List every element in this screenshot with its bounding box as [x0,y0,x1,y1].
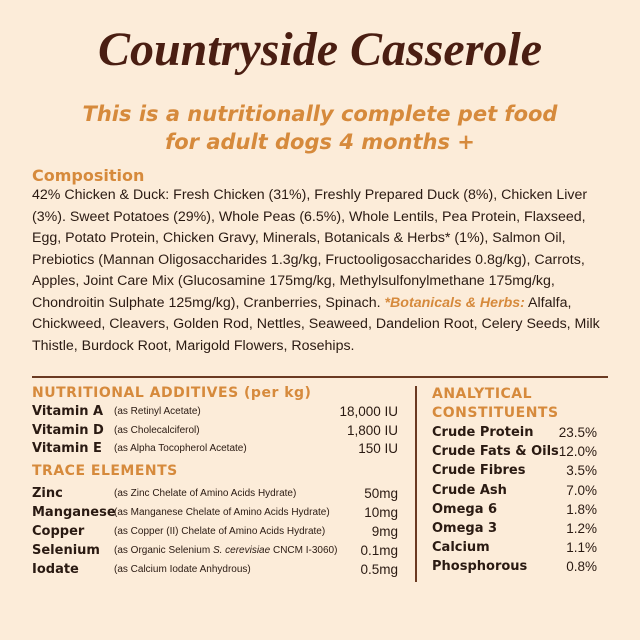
item-value: 0.1mg [360,543,398,558]
item-name: Zinc [32,486,63,501]
row: Crude Ash 7.0% [432,481,597,500]
item-name: Crude Fibres [432,463,526,479]
item-value: 150 IU [358,441,398,456]
note-part: CNCM I-3060) [270,545,338,556]
botanicals-text: Alfalfa, Chickweed, Cleavers, Golden Rod… [32,294,600,354]
row: Manganese (as Manganese Chelate of Amino … [32,503,398,522]
item-note: (as Zinc Chelate of Amino Acids Hydrate) [114,484,296,503]
item-value: 10mg [364,505,398,520]
divider [415,386,417,582]
item-name: Iodate [32,562,79,577]
row: Crude Protein 23.5% [432,423,597,442]
heading-line: ANALYTICAL [432,386,533,402]
note-part: (as Organic Selenium [114,545,213,556]
heading-line: CONSTITUENTS [432,405,559,421]
row: Phosphorous 0.8% [432,557,597,576]
item-name: Crude Fats & Oils [432,444,559,460]
item-note: (as Copper (II) Chelate of Amino Acids H… [114,522,325,541]
row: Iodate (as Calcium Iodate Anhydrous) 0.5mg [32,560,398,579]
botanicals-label: *Botanicals & Herbs: [384,294,525,311]
item-value: 1.8% [566,501,597,517]
analytical-heading: ANALYTICAL CONSTITUENTS [432,385,559,423]
composition-text: 42% Chicken & Duck: Fresh Chicken (31%),… [32,185,610,357]
additives-heading: NUTRITIONAL ADDITIVES (per kg) [32,385,312,401]
row: Omega 3 1.2% [432,519,597,538]
item-value: 0.5mg [360,562,398,577]
row: Copper (as Copper (II) Chelate of Amino A… [32,522,398,541]
composition-body: 42% Chicken & Duck: Fresh Chicken (31%),… [32,187,588,311]
composition-heading: Composition [32,166,145,185]
note-part: (as Retinyl Acetate) [114,406,201,417]
title: Countryside Casserole [97,23,543,76]
item-value: 3.5% [566,463,597,479]
subtitle: This is a nutritionally complete pet foo… [0,100,640,156]
item-value: 12.0% [558,444,597,460]
item-name: Vitamin E [32,441,102,456]
item-name: Phosphorous [432,559,528,575]
item-name: Calcium [432,540,490,556]
item-note: (as Calcium Iodate Anhydrous) [114,560,251,579]
row: Vitamin D (as Cholecalciferol) 1,800 IU [32,421,398,440]
subtitle-line: This is a nutritionally complete pet foo… [82,102,558,126]
note-part: (as Manganese Chelate of Amino Acids Hyd… [114,507,330,518]
row: Crude Fibres 3.5% [432,461,597,480]
item-note: (as Retinyl Acetate) [114,402,201,421]
item-value: 0.8% [566,559,597,575]
item-note: (as Organic Selenium S. cerevisiae CNCM … [114,541,337,560]
note-part: (as Alpha Tocopherol Acetate) [114,443,247,454]
note-part: S. cerevisiae [212,545,271,556]
item-name: Vitamin A [32,404,104,419]
row: Selenium (as Organic Selenium S. cerevisi… [32,541,398,560]
item-value: 1,800 IU [346,422,398,438]
item-value: 1.1% [566,540,597,556]
row: Zinc (as Zinc Chelate of Amino Acids Hydr… [32,484,398,503]
item-name: Omega 3 [432,521,498,536]
trace-heading: TRACE ELEMENTS [32,463,178,479]
note-part: (as Copper (II) Chelate of Amino Acids H… [114,526,326,537]
row: Vitamin E (as Alpha Tocopherol Acetate) 15… [32,439,398,458]
item-name: Vitamin D [32,422,104,438]
item-value: 50mg [364,486,398,501]
item-value: 9mg [371,524,398,539]
item-name: Omega 6 [432,501,498,517]
item-note: (as Manganese Chelate of Amino Acids Hyd… [114,503,330,522]
item-name: Selenium [32,543,100,558]
row: Vitamin A (as Retinyl Acetate) 18,000 IU [32,402,398,421]
item-value: 7.0% [566,482,597,498]
note-part: (as Calcium Iodate Anhydrous) [114,564,251,575]
item-note: (as Cholecalciferol) [114,421,200,440]
item-name: Crude Protein [432,425,534,440]
item-value: 23.5% [558,425,597,440]
item-value: 1.2% [566,521,597,536]
item-name: Copper [32,524,85,539]
subtitle-line: for adult dogs 4 months + [165,130,475,154]
item-value: 18,000 IU [339,404,398,419]
item-note: (as Alpha Tocopherol Acetate) [114,439,247,458]
divider [32,376,608,378]
row: Crude Fats & Oils 12.0% [432,442,597,461]
item-name: Crude Ash [432,482,507,498]
row: Calcium 1.1% [432,538,597,557]
note-part: (as Cholecalciferol) [114,424,200,436]
item-name: Manganese [32,505,116,520]
row: Omega 6 1.8% [432,500,597,519]
note-part: (as Zinc Chelate of Amino Acids Hydrate) [114,488,297,499]
